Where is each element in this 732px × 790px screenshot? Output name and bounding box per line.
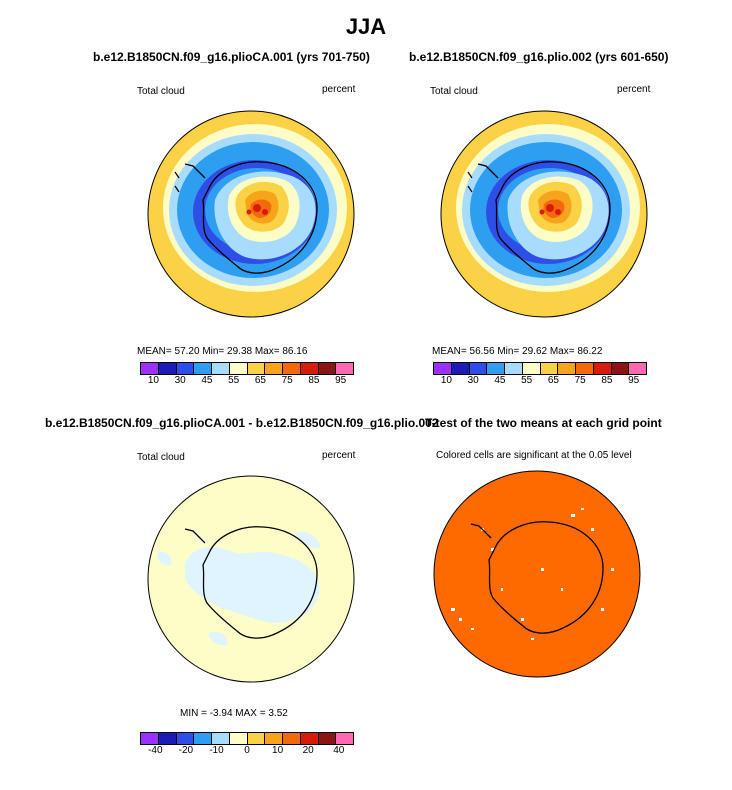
colorbar-tick-label: 55 (228, 375, 240, 386)
panel-3-units-label: percent (322, 450, 356, 461)
colorbar-tick-label: 10 (147, 375, 159, 386)
colorbar-swatch (175, 363, 194, 374)
colorbar-swatch (335, 733, 353, 744)
colorbar-tick-label: 30 (467, 375, 479, 386)
colorbar-tick-label: 75 (574, 375, 586, 386)
colorbar-tick-label: 85 (308, 375, 320, 386)
panel-3-stats: MIN = -3.94 MAX = 3.52 (180, 708, 288, 719)
colorbar-swatch (141, 733, 158, 744)
colorbar-swatch (450, 363, 469, 374)
colorbar-swatch (141, 363, 158, 374)
colorbar-swatch (539, 363, 558, 374)
colorbar-swatch (193, 363, 211, 374)
colorbar-swatch (193, 733, 211, 744)
colorbar-tick-label: 40 (333, 745, 345, 756)
colorbar-swatch (468, 363, 487, 374)
panel-3-colorbar: -40 -20 -10 0 10 20 40 (140, 732, 354, 756)
colorbar-swatch (211, 363, 229, 374)
colorbar-swatch (592, 363, 611, 374)
panel-1-units-label: percent (322, 84, 356, 95)
colorbar-tick-label: 45 (494, 375, 506, 386)
panel-1-title: b.e12.B1850CN.f09_g16.plioCA.001 (yrs 70… (93, 50, 370, 64)
panel-1-colorbar: 10 30 45 55 65 75 85 95 (140, 362, 354, 386)
panel-3-map (147, 475, 355, 683)
colorbar-swatch (264, 363, 282, 374)
panel-2-colorbar: 10 30 45 55 65 75 85 95 (433, 362, 647, 386)
panel-2-stats: MEAN= 56.56 Min= 29.62 Max= 86.22 (432, 346, 603, 357)
colorbar-swatch (486, 363, 504, 374)
colorbar-tick-label: 75 (281, 375, 293, 386)
colorbar-tick-label: 65 (547, 375, 559, 386)
colorbar-tick-label: 95 (628, 375, 640, 386)
colorbar-swatch (157, 363, 176, 374)
colorbar-swatch (228, 363, 247, 374)
colorbar-swatch (264, 733, 282, 744)
panel-1-stats: MEAN= 57.20 Min= 29.38 Max= 86.16 (137, 346, 308, 357)
colorbar-swatch (335, 363, 353, 374)
colorbar-swatch (175, 733, 194, 744)
colorbar-tick-label: 65 (254, 375, 266, 386)
colorbar-swatch (246, 363, 265, 374)
colorbar-tick-label: 30 (174, 375, 186, 386)
figure-title: JJA (345, 14, 387, 39)
colorbar-swatch (557, 363, 575, 374)
panel-2-title: b.e12.B1850CN.f09_g16.plio.002 (yrs 601-… (409, 50, 669, 64)
panel-2-map (440, 110, 648, 318)
colorbar-tick-label: -40 (148, 745, 163, 756)
panel-4-significance-label: Colored cells are significant at the 0.0… (436, 450, 632, 461)
colorbar-swatch (610, 363, 629, 374)
colorbar-tick-label: 45 (201, 375, 213, 386)
panel-3-title: b.e12.B1850CN.f09_g16.plioCA.001 - b.e12… (45, 416, 439, 430)
colorbar-swatch (317, 363, 336, 374)
colorbar-swatch (521, 363, 540, 374)
colorbar-swatch (282, 363, 300, 374)
colorbar-swatch (317, 733, 336, 744)
panel-1-map (147, 110, 355, 318)
colorbar-swatch (575, 363, 593, 374)
panel-3-variable-label: Total cloud (137, 452, 185, 463)
colorbar-tick-label: 20 (302, 745, 314, 756)
panel-2-variable-label: Total cloud (430, 86, 478, 97)
colorbar-swatch (282, 733, 300, 744)
colorbar-swatch (228, 733, 247, 744)
colorbar-tick-label: 55 (521, 375, 533, 386)
colorbar-tick-label: 85 (601, 375, 613, 386)
colorbar-swatch (157, 733, 176, 744)
panel-2-units-label: percent (617, 84, 651, 95)
colorbar-swatch (504, 363, 522, 374)
panel-1-variable-label: Total cloud (137, 86, 185, 97)
colorbar-swatch (211, 733, 229, 744)
panel-4-title: T-test of the two means at each grid poi… (425, 416, 662, 430)
colorbar-swatch (299, 733, 318, 744)
colorbar-swatch (434, 363, 451, 374)
colorbar-tick-label: 95 (335, 375, 347, 386)
colorbar-tick-label: -20 (178, 745, 194, 756)
colorbar-swatch (246, 733, 265, 744)
colorbar-swatch (299, 363, 318, 374)
colorbar-tick-label: 0 (244, 745, 250, 756)
colorbar-tick-label: 10 (272, 745, 284, 756)
colorbar-tick-label: 10 (440, 375, 452, 386)
panel-4-map (433, 470, 641, 678)
colorbar-tick-label: -10 (209, 745, 224, 756)
colorbar-swatch (628, 363, 646, 374)
